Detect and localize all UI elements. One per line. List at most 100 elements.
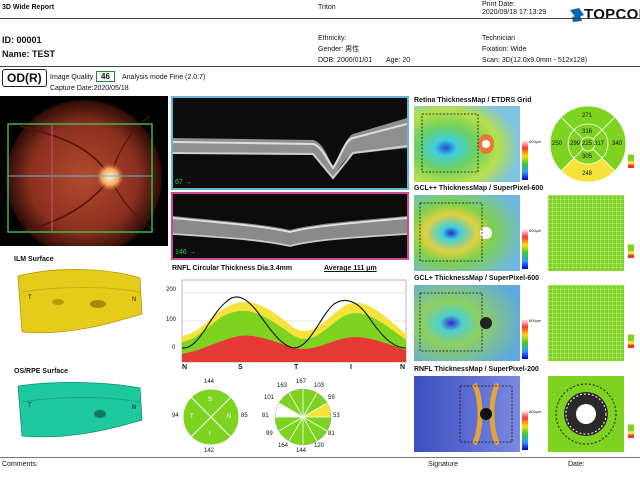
etdrs-inner-bottom: 305 bbox=[582, 154, 593, 160]
clock-2: 59 bbox=[328, 395, 335, 401]
clock-11: 163 bbox=[277, 383, 288, 389]
rnfl-x-n2: N bbox=[400, 364, 406, 371]
oct-scan-vertical: 146 → bbox=[171, 192, 409, 260]
os-rpe-surface-title: OS/RPE Surface bbox=[14, 368, 69, 375]
clock-3: 53 bbox=[333, 413, 340, 419]
ethnicity: Ethnicity: bbox=[318, 35, 347, 42]
gclpp-legend bbox=[628, 240, 634, 258]
ilm-n-label: N bbox=[132, 297, 137, 303]
patient-name: Name: TEST bbox=[2, 49, 56, 59]
quad-bottom-value: 142 bbox=[204, 448, 215, 454]
quad-top-value: 144 bbox=[204, 379, 215, 385]
ilm-t-label: T bbox=[28, 295, 32, 301]
analysis-mode: Analysis mode Fine (2.0.7) bbox=[122, 74, 206, 81]
etdrs-inner-left: 299 bbox=[570, 141, 581, 147]
rnfl-chart: 200 100 0 N S T I N bbox=[164, 276, 410, 372]
rnfl-x-n1: N bbox=[182, 364, 188, 371]
header-rule-2 bbox=[0, 66, 640, 67]
gclpp-thickness-map bbox=[414, 195, 520, 271]
date-label: Date: bbox=[568, 461, 585, 468]
clock-4: 81 bbox=[328, 431, 335, 437]
ilm-surface-title: ILM Surface bbox=[14, 256, 54, 263]
oct-scan2-label: 146 → bbox=[175, 249, 196, 256]
gclpp-color-scale bbox=[522, 229, 528, 269]
signature-label: Signature bbox=[428, 461, 458, 468]
eye-badge: OD(R) bbox=[2, 69, 47, 87]
fundus-image bbox=[0, 96, 168, 246]
technician: Technician bbox=[482, 35, 516, 42]
capture-date: Capture Date:2020/05/18 bbox=[50, 85, 129, 92]
rnfl-map-title: RNFL ThicknessMap / SuperPixel-200 bbox=[414, 366, 539, 373]
topcon-mark-icon bbox=[570, 7, 584, 22]
clock-10: 101 bbox=[264, 395, 275, 401]
print-date: 2020/09/18 17:13:29 bbox=[482, 9, 547, 16]
gclp-superpixel-grid bbox=[548, 285, 624, 361]
retina-map-title: Retina ThicknessMap / ETDRS Grid bbox=[414, 97, 532, 104]
clock-1: 103 bbox=[314, 383, 325, 389]
quad-s-label: S bbox=[208, 397, 213, 403]
clock-5: 120 bbox=[314, 443, 325, 449]
quad-t-label: T bbox=[190, 414, 194, 420]
age: Age: 20 bbox=[386, 57, 411, 64]
quad-i-label: I bbox=[209, 431, 211, 437]
os-n-label: N bbox=[132, 405, 137, 411]
gclp-color-scale bbox=[522, 319, 528, 359]
rnfl-average: Average 111 μm bbox=[324, 265, 377, 272]
gclpp-scale-top: 600μm bbox=[529, 228, 542, 233]
image-quality-value: 46 bbox=[96, 71, 115, 82]
quad-left-value: 94 bbox=[172, 413, 179, 419]
rnfl-clock-chart: 167 103 59 53 81 120 144 164 99 81 101 1… bbox=[262, 378, 344, 456]
gclp-scale-top: 600μm bbox=[529, 318, 542, 323]
etdrs-grid: 225 316 299 317 305 271 250 340 248 bbox=[548, 104, 628, 184]
etdrs-inner-right: 317 bbox=[594, 141, 605, 147]
etdrs-outer-left: 250 bbox=[552, 141, 563, 147]
rnfl-x-s: S bbox=[238, 364, 243, 371]
rnfl-x-i: I bbox=[350, 364, 352, 371]
dob: DOB: 2000/01/01 bbox=[318, 57, 373, 64]
etdrs-outer-bottom: 248 bbox=[582, 171, 593, 177]
comments-label: Comments: bbox=[2, 461, 38, 468]
os-rpe-surface-render: T N bbox=[8, 378, 148, 442]
oct-scan1-label: 67 → bbox=[175, 179, 192, 186]
os-t-label: T bbox=[28, 403, 32, 409]
rnfl-tick-100: 100 bbox=[166, 317, 177, 323]
gclp-thickness-map bbox=[414, 285, 520, 361]
image-quality-label: Image Quality bbox=[50, 74, 94, 81]
print-date-label: Print Date: bbox=[482, 1, 516, 8]
oct-scan-horizontal: 67 → bbox=[171, 96, 409, 190]
fixation: Fixation: Wide bbox=[482, 46, 527, 53]
gclp-legend bbox=[628, 330, 634, 348]
etdrs-center: 225 bbox=[582, 141, 593, 147]
rnfl-thickness-map bbox=[414, 376, 520, 452]
rnfl-x-t: T bbox=[294, 364, 299, 371]
rnfl-quadrant-chart: 144 94 85 142 S T N I bbox=[170, 378, 252, 456]
clock-6: 144 bbox=[296, 448, 307, 454]
rnfl-tick-200: 200 bbox=[166, 287, 177, 293]
etdrs-inner-top: 316 bbox=[582, 129, 593, 135]
ilm-surface-render: T N bbox=[8, 266, 148, 338]
logo-text: TOPCON bbox=[584, 6, 640, 23]
rnfl-legend bbox=[628, 420, 634, 438]
etdrs-outer-right: 340 bbox=[612, 141, 623, 147]
gclpp-map-title: GCL++ ThicknessMap / SuperPixel-600 bbox=[414, 185, 544, 192]
rnfl-circle-title: RNFL Circular Thickness Dia.3.4mm bbox=[172, 265, 293, 272]
rnfl-scale-top: 600μm bbox=[529, 409, 542, 414]
gender: Gender: 男性 bbox=[318, 46, 360, 53]
retina-color-scale bbox=[522, 140, 528, 180]
clock-12: 167 bbox=[296, 379, 307, 385]
footer-rule bbox=[0, 457, 640, 458]
etdrs-legend bbox=[628, 150, 634, 168]
header-rule bbox=[0, 18, 640, 19]
rnfl-tick-0: 0 bbox=[172, 345, 176, 351]
rnfl-superpixel-grid bbox=[548, 376, 624, 452]
gclp-map-title: GCL+ ThicknessMap / SuperPixel-600 bbox=[414, 275, 540, 282]
clock-7: 164 bbox=[278, 443, 289, 449]
retina-scale-top: 600μm bbox=[529, 139, 542, 144]
quad-right-value: 85 bbox=[241, 413, 248, 419]
topcon-logo: TOPCON bbox=[570, 6, 640, 23]
retina-thickness-map bbox=[414, 106, 520, 182]
device-name: Triton bbox=[318, 4, 336, 11]
quad-n-label: N bbox=[227, 414, 232, 420]
gclpp-superpixel-grid bbox=[548, 195, 624, 271]
rnfl-color-scale bbox=[522, 410, 528, 450]
